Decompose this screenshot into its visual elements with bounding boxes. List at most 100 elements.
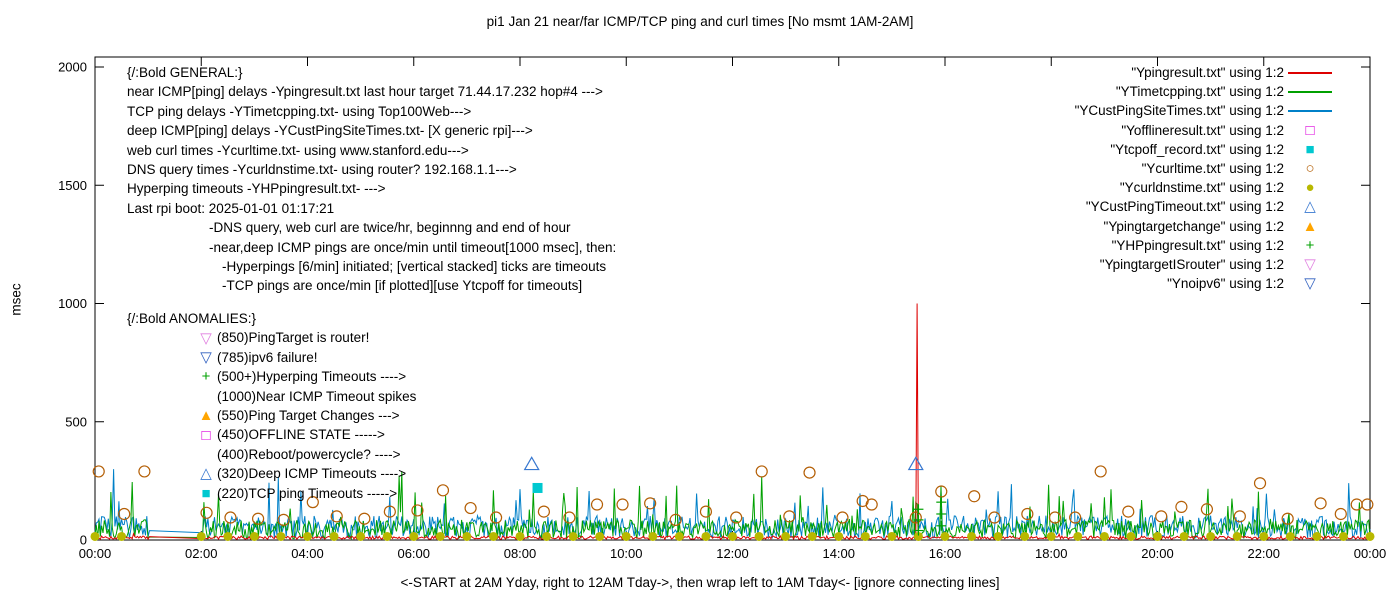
circle-open-icon (1350, 498, 1363, 511)
circle-open-icon: ○ (1305, 160, 1315, 178)
anomaly-text: (785)ipv6 failure! (217, 349, 318, 365)
x-tick-label: 10:00 (610, 546, 643, 561)
line-sample-icon (1288, 109, 1332, 112)
circle-filled-icon (701, 531, 711, 541)
triangle-up-open-icon (523, 456, 540, 471)
circle-filled-icon (435, 531, 445, 541)
circle-open-icon (669, 513, 682, 526)
triangle-up-open-icon: △ (1304, 198, 1316, 216)
legend-label: "Yofflineresult.txt" using 1:2 (1121, 122, 1284, 138)
circle-open-icon (200, 506, 213, 519)
circle-filled-icon (1232, 531, 1242, 541)
circle-open-icon (411, 504, 424, 517)
circle-filled-icon (488, 531, 498, 541)
x-tick-label: 00:00 (1354, 546, 1387, 561)
anomaly-line: △ (320)Deep ICMP Timeouts ----> (127, 464, 416, 483)
circle-filled-icon (595, 531, 605, 541)
circle-filled-icon (515, 531, 525, 541)
general-line: Last rpi boot: 2025-01-01 01:17:21 (127, 200, 335, 216)
legend-sample: ▽ (1284, 257, 1336, 272)
circle-filled-icon (90, 531, 100, 541)
triangle-down-open-icon: ▽ (1304, 275, 1316, 293)
general-line: -TCP pings are once/min [if plotted][use… (222, 278, 583, 294)
general-line: near ICMP[ping] delays -Ypingresult.txt … (127, 84, 603, 100)
circle-open-icon (464, 501, 477, 515)
legend-sample: □ (1284, 123, 1336, 138)
circle-filled-icon (754, 531, 764, 541)
legend-label: "YHPpingresult.txt" using 1:2 (1111, 237, 1284, 253)
anomaly-text: (550)Ping Target Changes ---> (217, 407, 400, 423)
anomaly-line: ▲ (550)Ping Target Changes ---> (127, 406, 416, 425)
general-line: -Hyperpings [6/min] initiated; [vertical… (222, 259, 607, 275)
circle-filled-icon (781, 531, 791, 541)
circle-filled-icon (728, 531, 737, 541)
anomalies-annotations: {/:Bold ANOMALIES:} ▽ (850)PingTarget is r… (127, 309, 416, 503)
legend-sample: + (1284, 238, 1336, 253)
legend-sample: ● (1284, 180, 1336, 195)
line-sample-icon (1288, 90, 1332, 93)
general-line: {/:Bold GENERAL:} (127, 65, 243, 80)
circle-open-icon (783, 510, 796, 523)
circle-filled-icon (1126, 531, 1136, 541)
x-tick-label: 00:00 (79, 546, 112, 561)
x-tick-label: 14:00 (822, 546, 855, 561)
legend-label: "YTimetcpping.txt" using 1:2 (1115, 84, 1284, 100)
x-tick-label: 02:00 (185, 546, 218, 561)
legend: "Ypingresult.txt" using 1:2 "YTimetcpping… (1075, 63, 1336, 293)
circle-open-icon (436, 484, 450, 497)
circle-open-icon (988, 511, 1001, 524)
circle-filled-icon (542, 531, 552, 541)
circle-filled-icon (196, 531, 206, 541)
chart-title: pi1 Jan 21 near/far ICMP/TCP ping and cu… (486, 14, 914, 29)
circle-open-icon (1069, 511, 1082, 524)
circle-filled-icon (1020, 531, 1030, 541)
y-tick-label: 0 (80, 533, 87, 548)
general-line: -near,deep ICMP pings are once/min until… (209, 239, 617, 255)
circle-filled-icon (834, 531, 844, 541)
legend-item: "Ypingtargetchange" using 1:2 ▲ (1075, 217, 1336, 236)
circle-filled-icon (1312, 531, 1322, 541)
circle-filled-icon: ● (1305, 179, 1315, 197)
circle-open-icon (358, 512, 371, 525)
anomaly-text: (400)Reboot/powercycle? ----> (217, 446, 401, 462)
legend-label: "Ycurldnstime.txt" using 1:2 (1119, 180, 1284, 196)
legend-sample: ■ (1284, 142, 1336, 157)
circle-filled-icon (568, 531, 578, 541)
legend-item: "Yofflineresult.txt" using 1:2 □ (1075, 121, 1336, 140)
circle-filled-icon (303, 531, 312, 541)
legend-item: "YCustPingTimeout.txt" using 1:2 △ (1075, 197, 1336, 216)
circle-open-icon (489, 511, 503, 524)
circle-filled-icon (382, 531, 392, 541)
triangle-up-filled-icon: ▲ (198, 407, 214, 425)
anomaly-line: ■ (220)TCP ping Timeouts -----> (127, 484, 416, 503)
general-line: Hyperping timeouts -YHPpingresult.txt- -… (127, 181, 386, 197)
anomaly-text: (850)PingTarget is router! (217, 330, 370, 346)
circle-open-icon (1200, 503, 1214, 516)
circle-open-icon (644, 497, 657, 510)
square-open-icon: □ (1305, 121, 1315, 139)
x-axis-label: <-START at 2AM Yday, right to 12AM Tday-… (400, 575, 1000, 590)
line-sample-icon (1288, 71, 1332, 74)
y-tick-label: 500 (65, 414, 87, 429)
y-tick-label: 2000 (58, 60, 87, 75)
circle-open-icon (1334, 507, 1347, 521)
circle-open-icon (755, 465, 768, 478)
circle-filled-icon (1046, 531, 1056, 541)
legend-sample (1284, 90, 1336, 93)
anomaly-text: (220)TCP ping Timeouts -----> (217, 485, 398, 501)
circle-open-icon (224, 511, 237, 524)
circle-filled-icon (329, 531, 339, 541)
circle-filled-icon (1153, 531, 1162, 541)
legend-sample: ▲ (1284, 219, 1336, 234)
legend-sample (1284, 109, 1336, 112)
anomaly-line: + (500+)Hyperping Timeouts ----> (127, 367, 416, 386)
circle-filled-icon (1073, 531, 1083, 541)
anomaly-line: (400)Reboot/powercycle? ----> (127, 445, 416, 464)
circle-filled-icon (967, 531, 977, 541)
circle-open-icon (968, 490, 981, 503)
circle-filled-icon (409, 531, 419, 541)
x-tick-label: 06:00 (397, 546, 430, 561)
legend-item: "YTimetcpping.txt" using 1:2 (1075, 82, 1336, 101)
circle-filled-icon (887, 531, 897, 541)
circle-open-icon (1253, 477, 1267, 490)
